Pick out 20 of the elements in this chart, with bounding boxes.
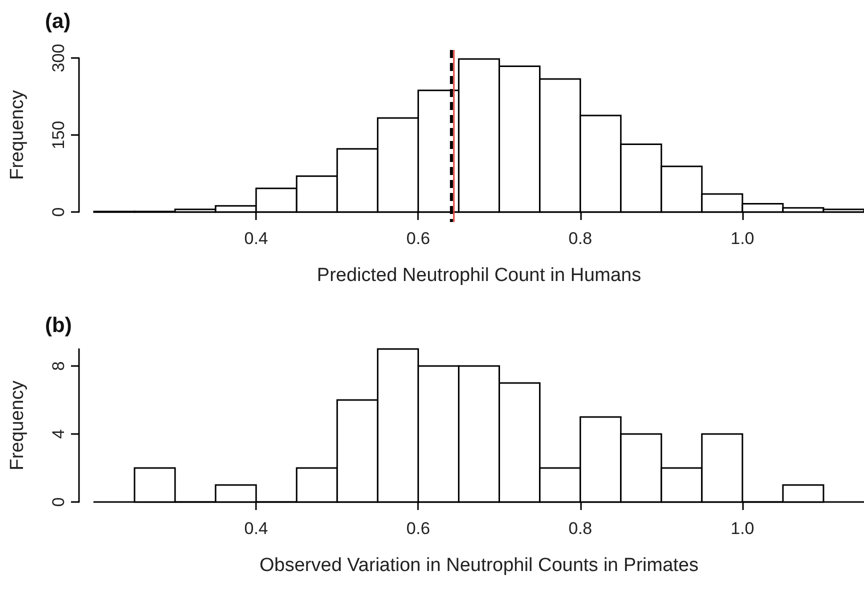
chart-title: (a) xyxy=(45,10,71,33)
y-tick-label: 0 xyxy=(49,497,68,507)
y-tick-label: 0 xyxy=(49,207,68,217)
x-tick-label: 0.4 xyxy=(244,519,268,538)
y-tick-label: 300 xyxy=(49,44,68,72)
y-tick-label: 8 xyxy=(49,361,68,371)
x-tick-label: 0.4 xyxy=(244,229,268,248)
y-axis-title: Frequency xyxy=(7,90,28,180)
x-tick-label: 1.0 xyxy=(730,519,754,538)
x-tick-label: 0.6 xyxy=(406,229,430,248)
y-tick-label: 150 xyxy=(49,120,68,150)
y-axis-title: Frequency xyxy=(7,380,28,470)
x-tick-label: 0.8 xyxy=(568,229,592,248)
x-tick-label: 1.0 xyxy=(730,229,754,248)
x-axis-title: Predicted Neutrophil Count in Humans xyxy=(316,265,642,286)
chart-title: (b) xyxy=(45,314,72,337)
x-tick-label: 0.6 xyxy=(406,519,430,538)
x-tick-label: 0.8 xyxy=(568,519,592,538)
x-axis-title: Observed Variation in Neutrophil Counts in Primates xyxy=(260,555,698,576)
y-tick-label: 4 xyxy=(49,429,68,439)
